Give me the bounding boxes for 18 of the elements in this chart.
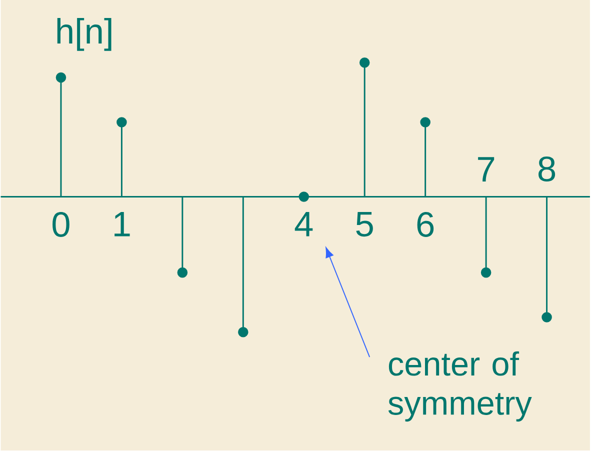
point — [177, 268, 188, 278]
point — [420, 117, 430, 128]
x-tick-label: 1 — [114, 212, 130, 237]
point — [359, 58, 370, 68]
x-tick-label: 5 — [356, 212, 373, 237]
x-tick-label: 4 — [294, 212, 313, 237]
point — [238, 327, 248, 338]
text: center of symmetry — [388, 352, 532, 422]
point — [298, 192, 310, 202]
x-tick-label: 6 — [417, 212, 434, 238]
point — [116, 117, 127, 128]
point — [480, 268, 492, 278]
point — [56, 72, 66, 83]
y-axis-title: h[n] — [57, 18, 112, 52]
x-tick-label: 8 — [538, 156, 556, 182]
point — [542, 312, 552, 323]
x-tick-label: 0 — [52, 212, 70, 238]
x-tick-label: 7 — [478, 157, 494, 182]
